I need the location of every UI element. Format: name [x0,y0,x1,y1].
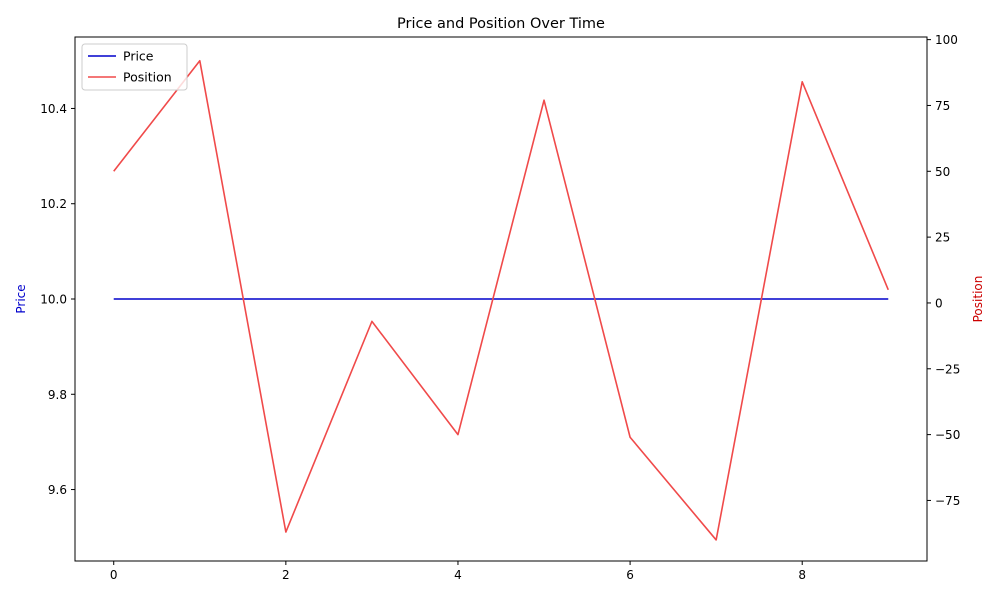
x-tick-label: 8 [798,568,806,582]
plot-area: 0 2 4 6 8 9.6 9.8 10.0 10.2 10.4 −75 −50 −25 0 25 50 75 1… [14,33,985,582]
right-y-tick-label: 50 [935,165,950,179]
left-y-tick-label: 10.4 [40,102,67,116]
left-y-axis-label: Price [14,284,28,313]
x-tick-label: 6 [626,568,634,582]
left-y-tick-label: 10.2 [40,197,67,211]
right-y-tick-label: −25 [935,362,960,376]
right-y-tick-label: 25 [935,231,950,245]
right-y-tick-label: 75 [935,99,950,113]
right-y-tick-label: −75 [935,494,960,508]
left-y-tick-label: 10.0 [40,293,67,307]
legend-label-price: Price [123,49,154,64]
left-y-tick-label: 9.8 [48,388,67,402]
right-y-axis-label: Position [971,276,985,323]
legend-label-position: Position [123,70,172,85]
series-line-position [113,59,890,541]
x-tick-label: 4 [454,568,462,582]
right-y-tick-label: −50 [935,428,960,442]
right-y-tick-label: 100 [935,33,958,47]
x-tick-label: 2 [282,568,290,582]
right-y-tick-label: 0 [935,296,943,310]
left-y-tick-label: 9.6 [48,483,67,497]
chart-title: Price and Position Over Time [397,16,605,32]
x-tick-label: 0 [110,568,118,582]
